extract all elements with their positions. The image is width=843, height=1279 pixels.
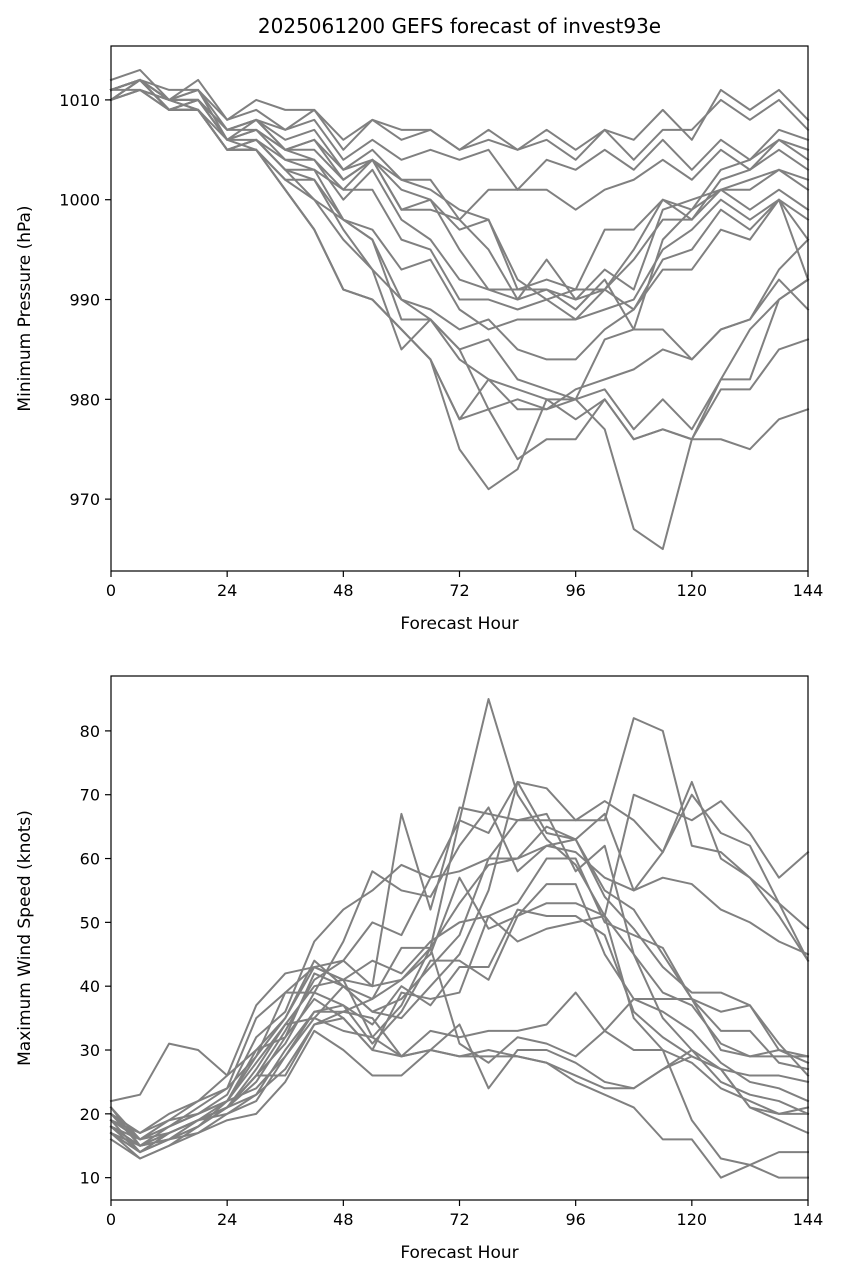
wind-member-line-14 (109, 991, 809, 1147)
wind-member-line-18 (109, 1010, 810, 1154)
pressure-y-tick-label: 1010 (59, 91, 100, 110)
pressure-member-line-17 (109, 88, 810, 461)
wind-panel: 0 24 48 72 96 120 144 10 20 30 40 50 60 70 80 Forecast … (15, 675, 824, 1263)
wind-y-tick-label: 20 (80, 1105, 100, 1124)
wind-y-tick-label: 40 (80, 977, 100, 996)
pressure-y-tick-label: 980 (69, 390, 100, 409)
wind-member-line-17 (109, 1029, 809, 1179)
wind-x-tick-label: 0 (106, 1210, 116, 1229)
pressure-panel: 0 24 48 72 96 120 144 970 980 990 1000 1010 Forecast… (15, 14, 823, 634)
wind-x-axis-label: Forecast Hour (400, 1243, 518, 1263)
wind-x-tick-label: 144 (793, 1210, 824, 1229)
pressure-y-axis-label: Minimum Pressure (hPa) (15, 205, 35, 411)
pressure-member-line-2 (109, 78, 810, 161)
pressure-x-tick-label: 0 (106, 581, 116, 600)
wind-member-line-2 (109, 697, 810, 1134)
pressure-member-line-15 (109, 78, 810, 431)
pressure-x-tick-label: 24 (217, 581, 237, 600)
pressure-member-line-12 (109, 88, 810, 361)
wind-x-tick-label: 48 (333, 1210, 353, 1229)
wind-y-tick-label: 50 (80, 913, 100, 932)
pressure-x-tick-label: 96 (565, 581, 585, 600)
wind-y-tick-label: 80 (80, 722, 100, 741)
wind-y-tick-label: 70 (80, 786, 100, 805)
pressure-member-line-10 (109, 78, 810, 321)
pressure-x-tick-label: 48 (333, 581, 353, 600)
wind-y-tick-label: 60 (80, 850, 100, 869)
wind-y-tick-label: 10 (80, 1169, 100, 1188)
wind-x-tick-label: 120 (677, 1210, 708, 1229)
pressure-member-line-5 (109, 78, 810, 291)
wind-member-line-7 (109, 825, 810, 1147)
wind-x-tick-label: 72 (449, 1210, 469, 1229)
pressure-y-tick-label: 1000 (59, 191, 100, 210)
chart-title: 2025061200 GEFS forecast of invest93e (258, 14, 661, 38)
wind-y-tick-label: 30 (80, 1041, 100, 1060)
pressure-member-line-18 (109, 78, 810, 551)
pressure-member-line-14 (109, 78, 810, 411)
pressure-x-tick-label: 144 (793, 581, 824, 600)
pressure-member-line-7 (109, 78, 810, 301)
wind-y-axis-label: Maximum Wind Speed (knots) (15, 810, 35, 1066)
wind-member-line-4 (109, 780, 810, 1141)
pressure-member-line-13 (110, 88, 810, 401)
pressure-y-tick-label: 970 (69, 490, 100, 509)
pressure-x-tick-label: 120 (677, 581, 708, 600)
pressure-member-line-1 (109, 68, 810, 151)
wind-x-tick-label: 96 (565, 1210, 585, 1229)
pressure-y-tick-label: 990 (69, 291, 100, 310)
wind-member-line-15 (109, 946, 809, 1166)
pressure-x-tick-label: 72 (449, 581, 469, 600)
pressure-x-axis-label: Forecast Hour (400, 614, 518, 634)
wind-member-line-9 (109, 812, 810, 1141)
wind-member-line-16 (109, 1017, 810, 1154)
wind-member-line-3 (109, 780, 810, 1134)
wind-x-tick-label: 24 (217, 1210, 237, 1229)
